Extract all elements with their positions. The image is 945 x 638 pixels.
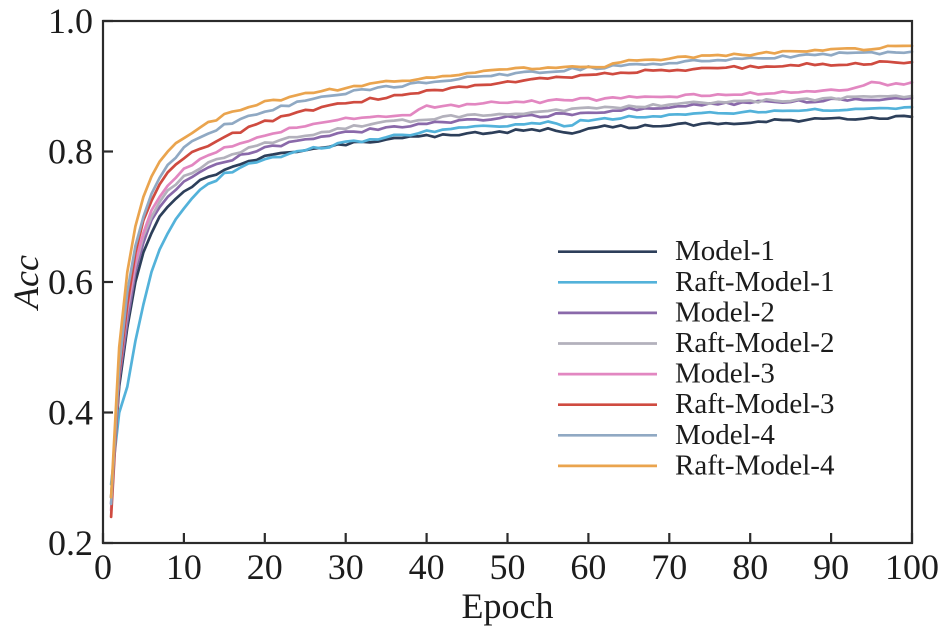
series-line-raft-model-1 [109,105,914,486]
x-tick-label: 80 [732,547,768,587]
series-line-raft-model-3 [109,60,914,519]
legend-label-model-4: Model-4 [675,419,775,451]
series-line-raft-model-2 [109,94,914,499]
x-tick-label: 30 [328,547,364,587]
y-tick-label: 0.8 [48,132,93,172]
series-line-model-1 [109,114,914,499]
legend-label-raft-model-3: Raft-Model-3 [675,388,834,420]
x-tick-label: 60 [570,547,606,587]
series-line-model-3 [109,80,914,512]
x-tick-label: 0 [94,547,112,587]
y-axis-title: Acc [6,255,46,311]
y-tick-label: 0.4 [48,393,93,433]
legend-label-raft-model-2: Raft-Model-2 [675,327,834,359]
series-line-model-4 [109,50,914,506]
y-tick-label: 0.2 [48,523,93,563]
legend-label-model-1: Model-1 [675,235,775,267]
x-tick-label: 90 [813,547,849,587]
y-tick-label: 0.6 [48,262,93,302]
legend-label-raft-model-4: Raft-Model-4 [675,449,835,481]
y-tick-label: 1.0 [48,1,93,41]
legend-label-raft-model-1: Raft-Model-1 [675,266,834,298]
x-tick-label: 20 [247,547,283,587]
x-tick-label: 40 [409,547,445,587]
x-axis-title: Epoch [462,586,554,626]
x-tick-label: 70 [651,547,687,587]
x-tick-label: 50 [490,547,526,587]
legend-label-model-3: Model-3 [675,358,775,390]
x-tick-label: 10 [166,547,202,587]
legend-label-model-2: Model-2 [675,296,775,328]
x-tick-label: 100 [885,547,939,587]
series-line-raft-model-4 [109,44,914,499]
